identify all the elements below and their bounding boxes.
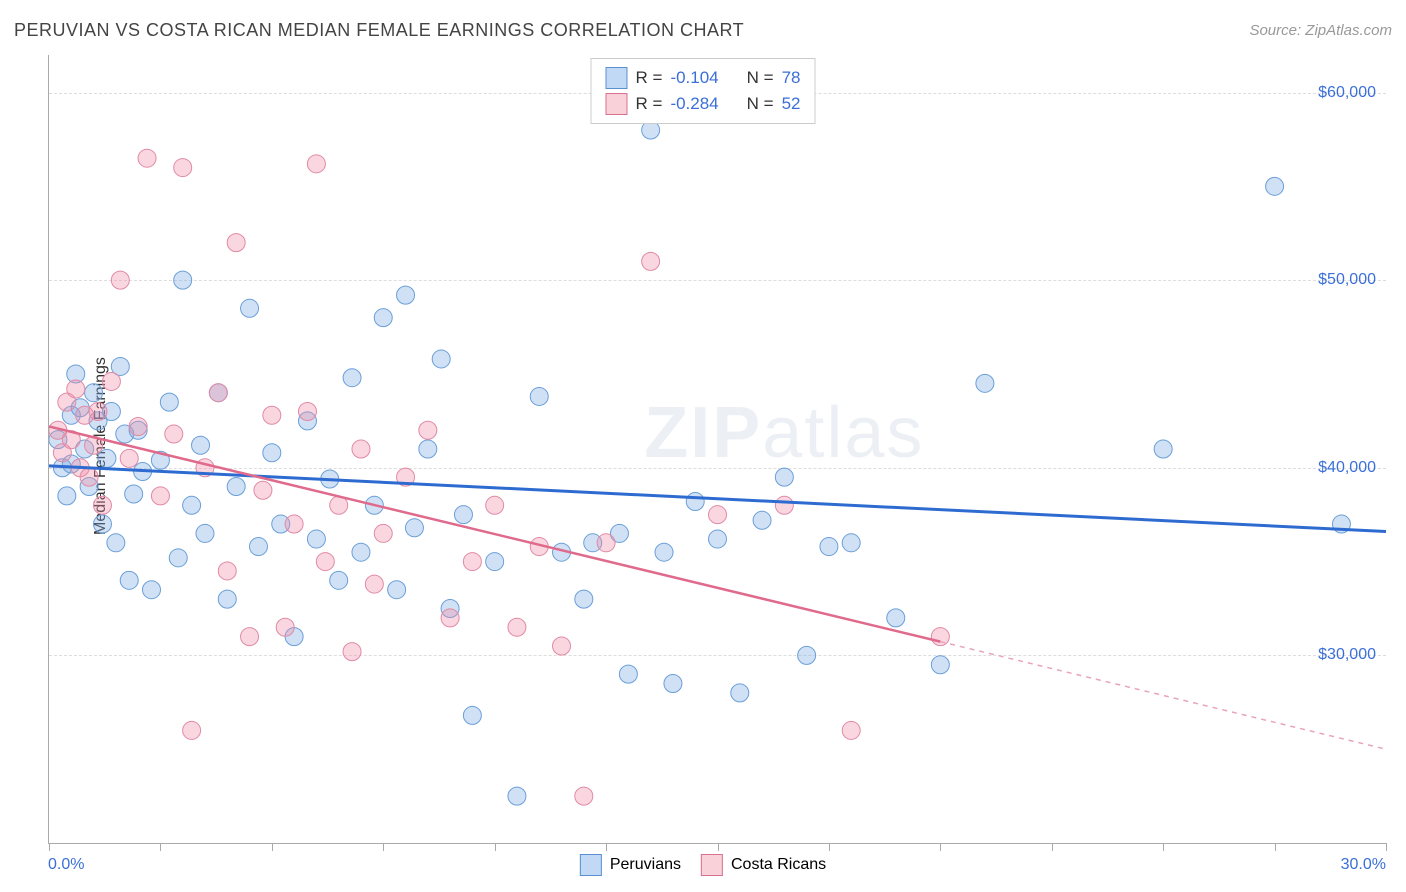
chart-title: PERUVIAN VS COSTA RICAN MEDIAN FEMALE EA… — [14, 20, 744, 41]
chart-header: PERUVIAN VS COSTA RICAN MEDIAN FEMALE EA… — [14, 20, 1392, 41]
chart-plot-area: ZIPatlas $30,000$40,000$50,000$60,000 — [48, 55, 1386, 844]
swatch-pink-icon — [701, 854, 723, 876]
legend-row-peruvians: R = -0.104 N = 78 — [606, 65, 801, 91]
legend-item-costaricans: Costa Ricans — [701, 854, 826, 876]
x-axis-min-label: 0.0% — [48, 856, 84, 874]
source-attribution: Source: ZipAtlas.com — [1249, 22, 1392, 39]
scatter-svg — [49, 55, 1386, 843]
legend-row-costaricans: R = -0.284 N = 52 — [606, 91, 801, 117]
swatch-pink-icon — [606, 93, 628, 115]
series-legend: Peruvians Costa Ricans — [580, 854, 826, 876]
legend-item-peruvians: Peruvians — [580, 854, 681, 876]
swatch-blue-icon — [606, 67, 628, 89]
correlation-legend: R = -0.104 N = 78 R = -0.284 N = 52 — [591, 58, 816, 124]
swatch-blue-icon — [580, 854, 602, 876]
x-axis-max-label: 30.0% — [1341, 856, 1386, 874]
